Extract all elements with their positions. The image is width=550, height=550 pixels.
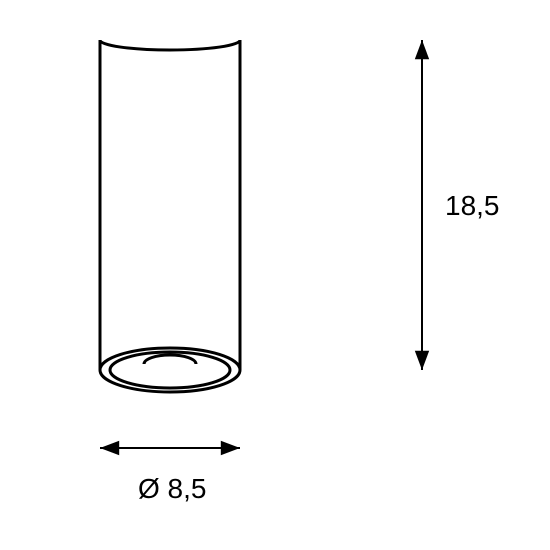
cylinder-body <box>100 40 240 392</box>
diameter-label: Ø 8,5 <box>138 473 206 504</box>
diameter-arrow-right <box>221 441 240 455</box>
cylinder-lens <box>144 355 196 364</box>
diameter-dimension: Ø 8,5 <box>100 441 240 504</box>
height-arrow-bottom <box>415 351 429 370</box>
technical-drawing: 18,5 Ø 8,5 <box>0 0 550 550</box>
height-label: 18,5 <box>445 190 500 221</box>
cylinder-top-cap <box>100 40 240 50</box>
diameter-arrow-left <box>100 441 119 455</box>
cylinder-inner-recess <box>110 352 230 388</box>
height-arrow-top <box>415 40 429 59</box>
height-dimension: 18,5 <box>415 40 500 370</box>
